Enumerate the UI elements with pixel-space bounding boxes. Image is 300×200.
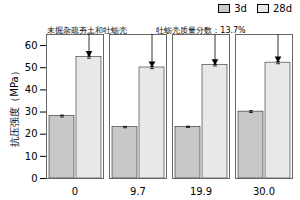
svg-text:20: 20 (25, 128, 38, 139)
svg-text:牡蛎壳质量分数：13.7%: 牡蛎壳质量分数：13.7% (156, 26, 246, 35)
svg-text:未掘杂疏夯土和牡蛎壳: 未掘杂疏夯土和牡蛎壳 (47, 26, 127, 35)
html-text:28d: 28d (272, 2, 292, 14)
svg-text:30: 30 (25, 106, 38, 117)
svg-text:10: 10 (25, 151, 38, 162)
svg-text:30.0: 30.0 (253, 186, 275, 197)
svg-text:0: 0 (72, 186, 78, 197)
svg-text:9.7: 9.7 (130, 186, 146, 197)
svg-text:60: 60 (25, 40, 38, 51)
svg-text:19.9: 19.9 (190, 186, 212, 197)
svg-text:40: 40 (25, 84, 38, 95)
svg-text:0: 0 (31, 173, 37, 184)
svg-text:50: 50 (25, 62, 38, 73)
html-text:3d: 3d (234, 2, 247, 14)
svg-text:抗压强度（MPa）: 抗压强度（MPa） (9, 66, 20, 146)
